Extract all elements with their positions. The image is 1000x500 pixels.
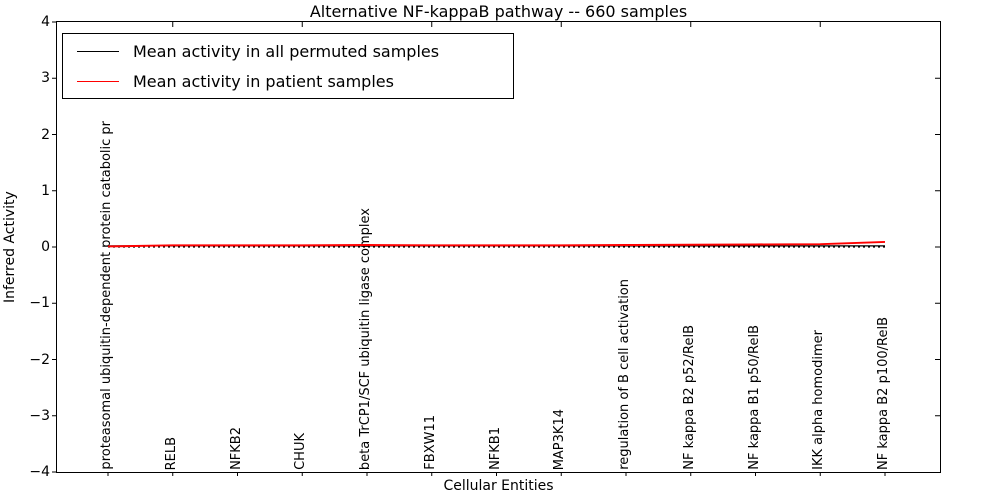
- legend-label: Mean activity in patient samples: [133, 71, 394, 91]
- legend-label: Mean activity in all permuted samples: [133, 41, 440, 61]
- legend-line-sample-red: [77, 80, 119, 82]
- y-tick-label: 4: [41, 14, 50, 30]
- y-tick-label: −2: [29, 351, 50, 368]
- y-tick-label: 1: [41, 182, 50, 199]
- y-tick-label: 2: [41, 126, 50, 143]
- series-line-1: [107, 240, 886, 248]
- y-tick-label: −3: [29, 407, 50, 424]
- legend-entry-permuted: Mean activity in all permuted samples: [77, 38, 513, 64]
- y-tick-label: 0: [41, 239, 50, 255]
- chart-title: Alternative NF-kappaB pathway -- 660 sam…: [309, 2, 688, 21]
- y-tick-label: 3: [41, 70, 50, 87]
- legend-entry-patient: Mean activity in patient samples: [77, 68, 513, 94]
- legend: Mean activity in all permuted samples Me…: [62, 33, 514, 99]
- y-tick-label: −4: [29, 464, 50, 480]
- legend-line-sample-black: [77, 50, 119, 52]
- x-axis-label: Cellular Entities: [443, 478, 554, 494]
- y-tick-label: −1: [29, 295, 50, 312]
